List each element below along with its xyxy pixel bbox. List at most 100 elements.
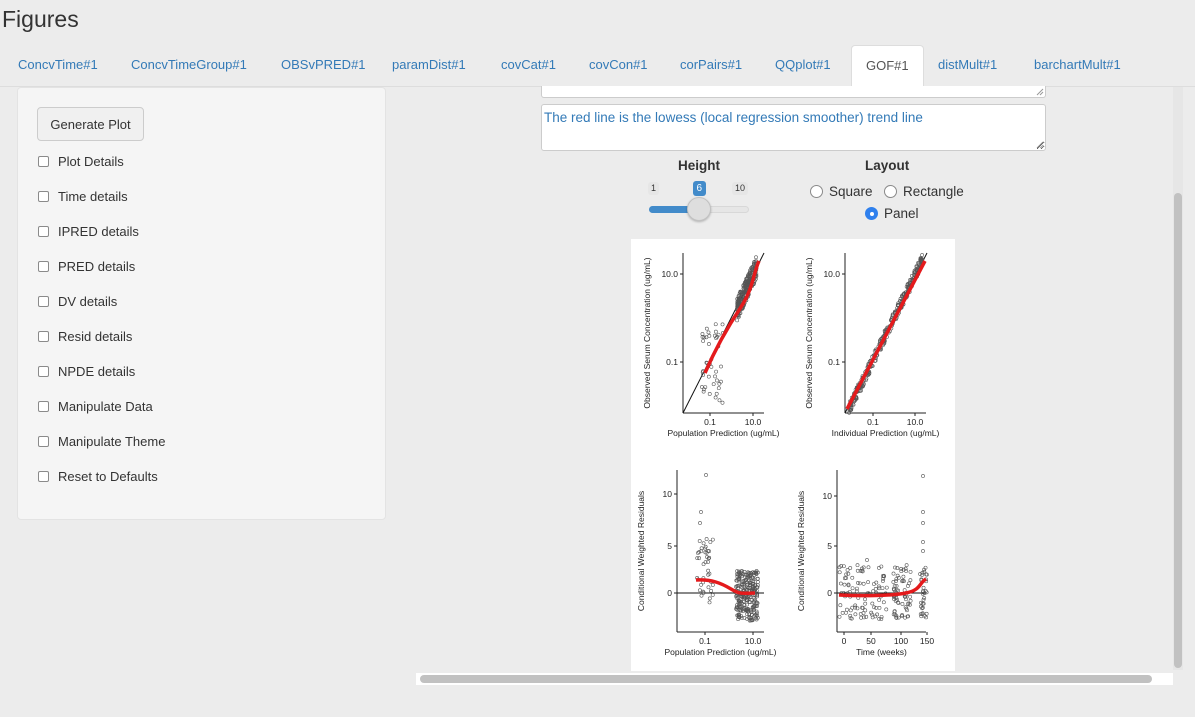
data-point [866, 565, 871, 570]
option-label[interactable]: Manipulate Data [58, 398, 153, 414]
checkbox[interactable] [38, 365, 49, 377]
data-point [747, 600, 752, 604]
option-reset-defaults[interactable]: Reset to Defaults [38, 467, 158, 485]
data-point [741, 290, 746, 294]
height-slider-handle[interactable] [686, 197, 711, 221]
resize-grip-icon[interactable] [1036, 88, 1044, 96]
data-point [921, 521, 925, 525]
data-point [907, 602, 912, 607]
radio-label[interactable]: Rectangle [903, 184, 964, 199]
option-label[interactable]: IPRED details [58, 223, 139, 239]
data-point [706, 585, 711, 590]
data-point [881, 600, 886, 605]
previous-textarea[interactable] [541, 86, 1046, 98]
vertical-scrollbar-thumb[interactable] [1174, 193, 1182, 668]
data-point [751, 262, 756, 266]
data-point [736, 576, 741, 581]
data-point [863, 601, 868, 606]
x-axis-label: Population Prediction (ug/mL) [665, 647, 777, 657]
slider-max-label: 10 [732, 182, 749, 195]
tab-paramdist[interactable]: paramDist#1 [392, 57, 466, 72]
data-point [711, 382, 716, 387]
data-point [710, 593, 715, 597]
checkbox[interactable] [38, 470, 49, 482]
checkbox[interactable] [38, 190, 49, 202]
checkbox[interactable] [38, 400, 49, 412]
data-point [866, 580, 870, 585]
tab-covcon[interactable]: covCon#1 [589, 57, 648, 72]
data-point [901, 574, 906, 579]
option-label[interactable]: PRED details [58, 258, 136, 274]
x-tick-label: 10.0 [745, 417, 762, 427]
data-point [744, 595, 749, 600]
data-point [877, 584, 881, 589]
option-label[interactable]: Manipulate Theme [58, 433, 166, 449]
data-point [699, 549, 704, 554]
tab-concvtimegroup[interactable]: ConcvTimeGroup#1 [131, 57, 247, 72]
radio-button[interactable] [884, 185, 897, 198]
data-point [857, 581, 862, 586]
radio-label[interactable]: Square [829, 184, 873, 199]
layout-radio-panel[interactable]: Panel [865, 206, 919, 221]
option-label[interactable]: Reset to Defaults [58, 468, 158, 484]
tab-concvtime[interactable]: ConcvTime#1 [18, 57, 98, 72]
option-manipulate-data[interactable]: Manipulate Data [38, 397, 153, 415]
data-point [837, 570, 842, 575]
checkbox[interactable] [38, 155, 49, 167]
option-manipulate-theme[interactable]: Manipulate Theme [38, 432, 165, 450]
data-point [896, 588, 900, 593]
tab-corpairs[interactable]: corPairs#1 [680, 57, 743, 72]
radio-button[interactable] [810, 185, 823, 198]
caption-text[interactable]: The red line is the lowess (local regres… [544, 110, 923, 125]
data-point [714, 391, 719, 396]
option-label[interactable]: Plot Details [58, 153, 124, 169]
data-point [847, 589, 852, 594]
checkbox[interactable] [38, 225, 49, 237]
option-resid-details[interactable]: Resid details [38, 327, 132, 345]
data-point [719, 379, 723, 384]
option-time-details[interactable]: Time details [38, 187, 128, 205]
data-point [706, 330, 711, 335]
radio-button[interactable] [865, 207, 878, 220]
data-point [742, 285, 747, 290]
checkbox[interactable] [38, 330, 49, 342]
data-point [924, 572, 929, 577]
option-dv-details[interactable]: DV details [38, 292, 117, 310]
data-point [842, 582, 847, 587]
data-point [855, 586, 859, 591]
tab-gof[interactable]: GOF#1 [851, 45, 924, 88]
tab-barchartmult[interactable]: barchartMult#1 [1034, 57, 1121, 72]
trend-line [695, 578, 756, 596]
checkbox[interactable] [38, 260, 49, 272]
data-point [745, 612, 749, 617]
data-point [747, 612, 752, 617]
checkbox[interactable] [38, 295, 49, 307]
horizontal-scrollbar-thumb[interactable] [420, 675, 1152, 683]
option-pred-details[interactable]: PRED details [38, 257, 135, 275]
data-point [919, 600, 923, 605]
data-point [701, 389, 706, 394]
layout-radio-square[interactable]: Square [810, 184, 873, 199]
tab-qqplot[interactable]: QQplot#1 [775, 57, 831, 72]
option-label[interactable]: NPDE details [58, 363, 136, 379]
option-plot-details[interactable]: Plot Details [38, 152, 124, 170]
data-point [862, 615, 866, 620]
option-label[interactable]: DV details [58, 293, 118, 309]
option-label[interactable]: Time details [58, 188, 128, 204]
radio-label[interactable]: Panel [884, 206, 919, 221]
option-label[interactable]: Resid details [58, 328, 133, 344]
option-ipred-details[interactable]: IPRED details [38, 222, 139, 240]
resize-grip-icon[interactable] [1036, 141, 1044, 149]
data-point [848, 566, 853, 570]
slider-min-label: 1 [648, 182, 660, 195]
tab-distmult[interactable]: distMult#1 [938, 57, 998, 72]
option-npde-details[interactable]: NPDE details [38, 362, 135, 380]
layout-radio-rectangle[interactable]: Rectangle [884, 184, 964, 199]
generate-plot-button[interactable]: Generate Plot [37, 107, 144, 141]
tab-covcat[interactable]: covCat#1 [501, 57, 556, 72]
checkbox[interactable] [38, 435, 49, 447]
tab-obsvpred[interactable]: OBSvPRED#1 [281, 57, 366, 72]
caption-textarea[interactable]: The red line is the lowess (local regres… [541, 104, 1046, 151]
data-point [858, 612, 863, 616]
data-point [735, 613, 740, 618]
